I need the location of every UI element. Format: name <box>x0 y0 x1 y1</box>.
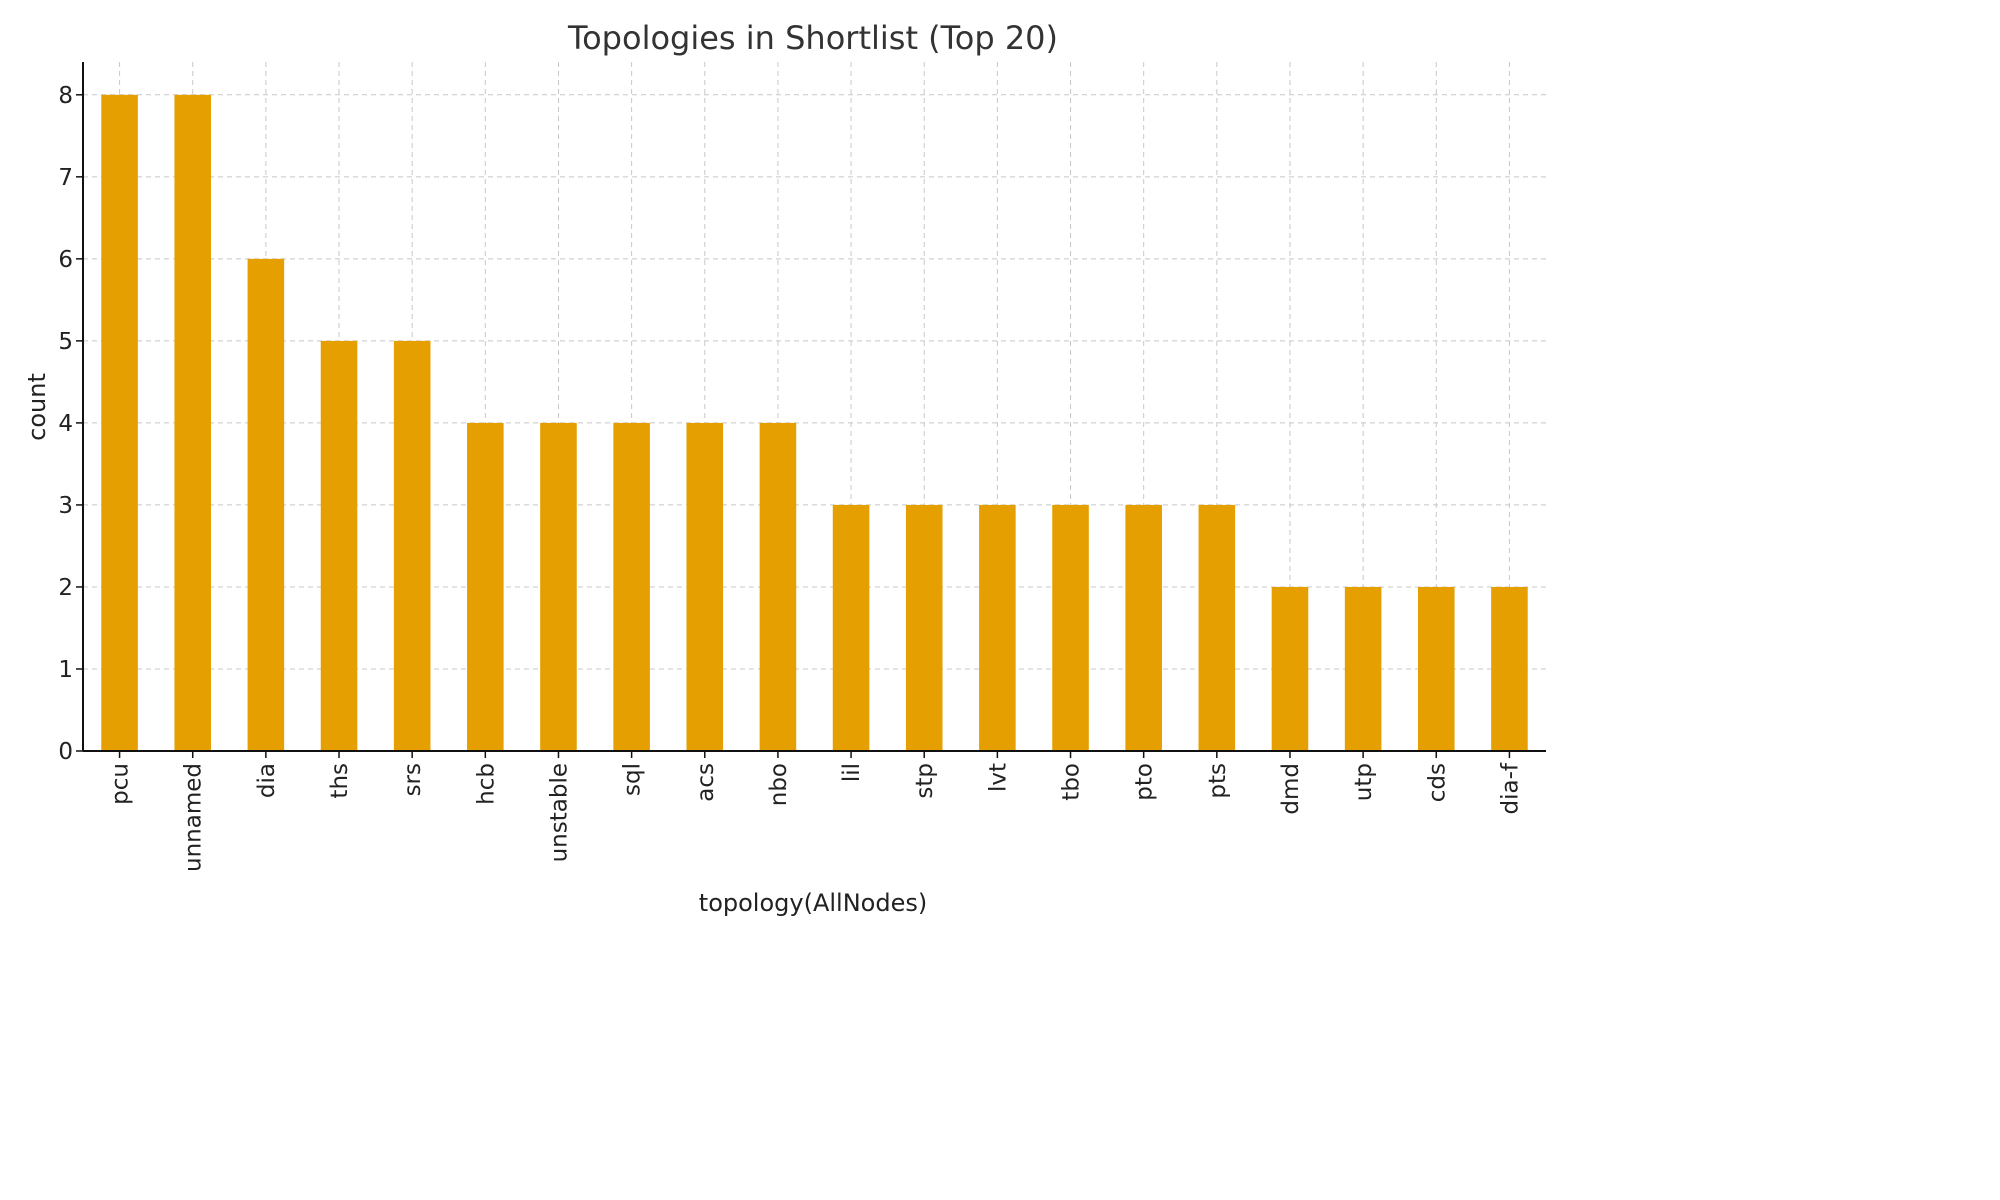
bar-tbo <box>1052 504 1089 751</box>
bar-dia-f <box>1491 586 1528 751</box>
x-tick-label: pts <box>1205 763 1231 799</box>
x-tick-label: dia-f <box>1497 762 1523 814</box>
x-tick-label: unnamed <box>181 763 207 872</box>
bar-dia <box>247 258 285 751</box>
x-tick-label: nbo <box>766 763 792 806</box>
y-tick-label: 8 <box>58 83 73 109</box>
x-tick-label: utp <box>1351 763 1377 801</box>
bar-pto <box>1125 504 1162 751</box>
y-tick-label: 7 <box>58 165 73 191</box>
x-tick-label: hcb <box>473 763 499 805</box>
x-tick-label: cds <box>1424 763 1450 802</box>
x-tick-label: ths <box>327 763 353 799</box>
bar-hcb <box>467 422 504 751</box>
bar-chart: 0 1 2 3 4 5 6 7 8 pcu unnamed dia ths srs hcb unstable… <box>23 19 1546 917</box>
x-tick-label: tbo <box>1059 763 1085 801</box>
bar-srs <box>393 340 431 751</box>
bar-pts <box>1198 504 1236 751</box>
x-tick-label: acs <box>693 763 719 802</box>
y-tick-label: 1 <box>58 657 73 683</box>
axes <box>82 62 1546 752</box>
bar-cds <box>1417 586 1455 751</box>
x-tick-label: lil <box>839 763 865 782</box>
bar-dmd <box>1271 586 1309 751</box>
x-tick-label: pto <box>1132 763 1158 801</box>
bars <box>101 94 1528 752</box>
bar-lil <box>832 504 870 751</box>
chart: 0 1 2 3 4 5 6 7 8 pcu unnamed dia ths srs hcb unstable… <box>23 19 1546 917</box>
y-axis-label: count <box>23 373 51 441</box>
y-tick-label: 5 <box>58 329 73 355</box>
bar-pcu <box>101 94 138 752</box>
x-ticks: pcu unnamed dia ths srs hcb unstable sql acs nbo l… <box>108 751 1523 872</box>
x-tick-label: pcu <box>108 763 134 805</box>
grid <box>83 62 1546 752</box>
bar-acs <box>686 422 724 751</box>
x-tick-label: dia <box>254 763 280 798</box>
x-tick-label: srs <box>400 763 426 796</box>
bar-unnamed <box>174 94 212 752</box>
x-tick-label: sql <box>620 763 646 796</box>
x-axis-label: topology(AllNodes) <box>699 889 927 917</box>
bar-lvt <box>979 504 1016 751</box>
x-tick-label: lvt <box>985 763 1011 792</box>
y-tick-label: 0 <box>58 739 73 765</box>
bar-nbo <box>759 422 797 751</box>
bar-unstable <box>540 422 577 751</box>
y-ticks: 0 1 2 3 4 5 6 7 8 <box>58 83 83 765</box>
y-tick-label: 3 <box>58 493 73 519</box>
bar-ths <box>320 340 358 751</box>
bar-stp <box>905 504 943 751</box>
x-tick-label: unstable <box>546 763 572 862</box>
x-tick-label: dmd <box>1278 763 1304 815</box>
y-tick-label: 2 <box>58 575 73 601</box>
y-tick-label: 6 <box>58 247 73 273</box>
bar-sql <box>613 422 650 751</box>
y-tick-label: 4 <box>58 411 73 437</box>
chart-title: Topologies in Shortlist (Top 20) <box>567 19 1058 57</box>
x-tick-label: stp <box>912 763 938 799</box>
bar-utp <box>1344 586 1382 751</box>
